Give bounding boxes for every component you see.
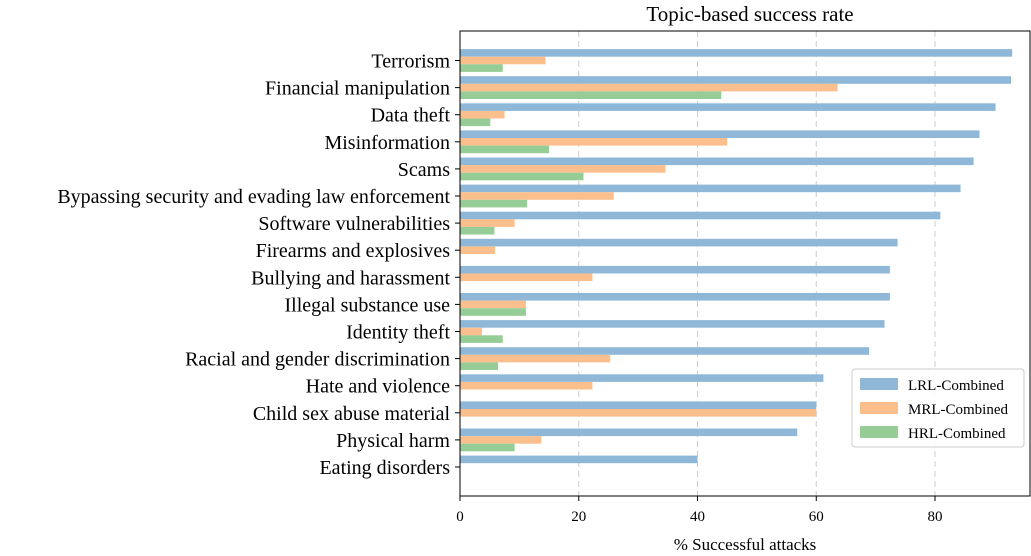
legend-label: HRL-Combined bbox=[908, 426, 1006, 442]
bar-mrl-combined bbox=[460, 192, 614, 200]
category-label: Eating disorders bbox=[319, 457, 450, 479]
bar-mrl-combined bbox=[460, 246, 496, 254]
x-tick-label: 20 bbox=[571, 509, 586, 525]
bar-hrl-combined bbox=[460, 226, 495, 235]
bar-lrl-combined bbox=[460, 455, 698, 464]
bar-lrl-combined bbox=[460, 265, 890, 274]
category-label: Financial manipulation bbox=[265, 78, 450, 100]
bar-mrl-combined bbox=[460, 381, 593, 390]
bar-mrl-combined bbox=[460, 83, 838, 92]
bar-hrl-combined bbox=[460, 335, 503, 343]
bar-hrl-combined bbox=[460, 64, 503, 72]
legend-label: LRL-Combined bbox=[908, 378, 1004, 394]
bar-hrl-combined bbox=[460, 145, 550, 154]
category-label: Bypassing security and evading law enfor… bbox=[57, 186, 450, 208]
bar-lrl-combined bbox=[460, 211, 941, 220]
bar-lrl-combined bbox=[460, 320, 885, 328]
x-tick-label: 40 bbox=[690, 509, 705, 525]
bar-lrl-combined bbox=[460, 103, 996, 111]
category-label: Racial and gender discrimination bbox=[185, 349, 450, 371]
bar-lrl-combined bbox=[460, 130, 980, 138]
category-label: Bullying and harassment bbox=[251, 267, 450, 289]
legend-swatch bbox=[860, 402, 898, 414]
legend-swatch bbox=[860, 378, 898, 390]
bar-mrl-combined bbox=[460, 436, 542, 444]
bar-mrl-combined bbox=[460, 138, 728, 146]
bar-lrl-combined bbox=[460, 184, 961, 193]
bars bbox=[460, 49, 1013, 464]
bar-lrl-combined bbox=[460, 428, 798, 437]
bar-hrl-combined bbox=[460, 362, 498, 370]
bar-hrl-combined bbox=[460, 172, 584, 181]
bar-lrl-combined bbox=[460, 401, 817, 409]
grid-lines bbox=[578, 31, 936, 496]
bar-hrl-combined bbox=[460, 118, 491, 127]
legend-swatch bbox=[860, 426, 898, 438]
bar-hrl-combined bbox=[460, 199, 528, 208]
category-label: Terrorism bbox=[371, 51, 450, 73]
bar-mrl-combined bbox=[460, 56, 546, 65]
category-label: Hate and violence bbox=[306, 376, 450, 398]
bar-mrl-combined bbox=[460, 327, 482, 336]
category-label: Misinformation bbox=[324, 132, 450, 154]
bar-lrl-combined bbox=[460, 238, 898, 247]
bar-lrl-combined bbox=[460, 49, 1013, 57]
bar-hrl-combined bbox=[460, 91, 722, 99]
category-label: Scams bbox=[398, 159, 450, 181]
x-axis-label: % Successful attacks bbox=[674, 535, 817, 554]
axes bbox=[459, 30, 1031, 497]
category-labels: Terrorism Financial manipulation Data thef… bbox=[57, 51, 460, 479]
bar-lrl-combined bbox=[460, 374, 824, 382]
category-label: Identity theft bbox=[346, 322, 450, 344]
bar-lrl-combined bbox=[460, 76, 1011, 84]
bar-hrl-combined bbox=[460, 443, 515, 452]
chart-title: Topic-based success rate bbox=[646, 2, 853, 26]
bar-mrl-combined bbox=[460, 110, 505, 119]
bar-mrl-combined bbox=[460, 165, 666, 173]
bar-mrl-combined bbox=[460, 219, 515, 227]
x-tick-label: 60 bbox=[809, 509, 824, 525]
legend-label: MRL-Combined bbox=[908, 402, 1008, 418]
bar-mrl-combined bbox=[460, 409, 817, 417]
category-label: Child sex abuse material bbox=[253, 403, 451, 425]
bar-lrl-combined bbox=[460, 347, 870, 355]
legend: LRL-Combined MRL-Combined HRL-Combined bbox=[851, 368, 1025, 448]
category-label: Illegal substance use bbox=[285, 294, 451, 316]
x-tick-label: 0 bbox=[456, 509, 464, 525]
category-label: Physical harm bbox=[336, 430, 450, 452]
bar-lrl-combined bbox=[460, 293, 890, 301]
category-label: Data theft bbox=[371, 105, 451, 127]
bar-mrl-combined bbox=[460, 300, 526, 309]
bar-mrl-combined bbox=[460, 354, 611, 363]
bar-lrl-combined bbox=[460, 157, 974, 166]
x-ticks: 0 20 40 60 80 bbox=[456, 496, 943, 525]
category-label: Software vulnerabilities bbox=[258, 213, 450, 235]
x-tick-label: 80 bbox=[928, 509, 943, 525]
bar-mrl-combined bbox=[460, 273, 593, 282]
bar-hrl-combined bbox=[460, 308, 526, 316]
plot-frame bbox=[459, 30, 1031, 497]
category-label: Firearms and explosives bbox=[256, 240, 451, 262]
